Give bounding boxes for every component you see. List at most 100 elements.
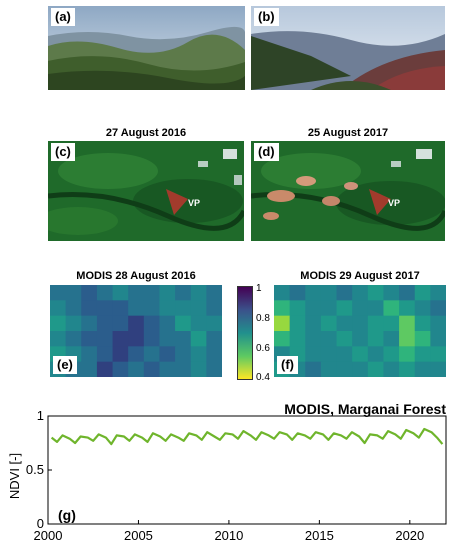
modis-f-pixel — [367, 361, 384, 377]
modis-e-pixel — [96, 346, 114, 363]
modis-f-pixel — [367, 285, 384, 301]
satellite-c-image — [48, 141, 244, 241]
modis-e-pixel — [206, 361, 222, 377]
modis-e-pixel — [50, 300, 67, 317]
modis-f-pixel — [336, 315, 353, 332]
modis-e-pixel — [112, 300, 129, 317]
modis-f-pixel — [336, 331, 353, 347]
colorbar-tick-08: 0.8 — [256, 313, 270, 324]
modis-f-pixel — [305, 315, 322, 332]
modis-f-pixel — [305, 346, 322, 363]
modis-e-pixel — [128, 315, 145, 332]
x-tick-label: 2010 — [214, 528, 243, 543]
vp-marker-d — [369, 189, 391, 215]
modis-e-pixel — [65, 285, 82, 301]
modis-e-pixel — [112, 315, 129, 332]
modis-e-pixel — [175, 361, 192, 377]
modis-e-pixel — [159, 331, 176, 347]
modis-f-pixel — [414, 346, 431, 363]
modis-e-pixel — [175, 331, 192, 347]
modis-e-pixel — [143, 346, 160, 363]
modis-e-title: MODIS 28 August 2016 — [76, 270, 196, 282]
modis-f-pixel — [430, 331, 446, 347]
modis-grid-f — [274, 285, 446, 377]
satellite-d-image — [251, 141, 445, 241]
modis-e-pixel — [190, 300, 207, 317]
modis-e-pixel — [81, 346, 98, 363]
modis-e-pixel — [65, 331, 82, 347]
modis-e-pixel — [143, 361, 160, 377]
modis-f-pixel — [320, 331, 338, 347]
modis-e-pixel — [50, 331, 67, 347]
modis-e-pixel — [175, 346, 192, 363]
modis-f-pixel — [352, 285, 369, 301]
modis-f-pixel — [430, 361, 446, 377]
modis-f-pixel — [430, 285, 446, 301]
satellite-c: VP (c) — [48, 141, 244, 241]
modis-e-pixel — [81, 331, 98, 347]
modis-e-pixel — [65, 300, 82, 317]
modis-e-pixel — [143, 331, 160, 347]
modis-f-pixel — [430, 300, 446, 317]
modis-e-pixel — [81, 300, 98, 317]
panel-label-c: (c) — [51, 143, 75, 161]
modis-e-pixel — [206, 346, 222, 363]
modis-e-pixel — [206, 331, 222, 347]
modis-f-pixel — [274, 300, 291, 317]
colorbar-tick-1: 1 — [256, 283, 262, 294]
modis-e-pixel — [81, 315, 98, 332]
modis-e-pixel — [143, 315, 160, 332]
modis-f-pixel — [320, 315, 338, 332]
x-tick-label: 2000 — [34, 528, 63, 543]
modis-f-pixel — [305, 300, 322, 317]
modis-e-pixel — [50, 315, 67, 332]
modis-map-e: (e) — [50, 285, 222, 377]
modis-f-pixel — [367, 346, 384, 363]
modis-e-pixel — [175, 300, 192, 317]
modis-f-pixel — [336, 361, 353, 377]
modis-f-pixel — [414, 315, 431, 332]
modis-e-pixel — [81, 285, 98, 301]
colorbar — [237, 286, 253, 380]
modis-f-pixel — [352, 361, 369, 377]
chart-title: MODIS, Marganai Forest — [284, 401, 446, 417]
modis-f-pixel — [383, 361, 400, 377]
modis-f-pixel — [289, 315, 306, 332]
modis-f-pixel — [430, 315, 446, 332]
modis-e-pixel — [128, 361, 145, 377]
modis-f-pixel — [399, 315, 416, 332]
photo-b-image — [251, 6, 445, 90]
panel-label-b: (b) — [254, 8, 279, 26]
modis-f-pixel — [367, 300, 384, 317]
modis-f-pixel — [414, 285, 431, 301]
modis-e-pixel — [206, 300, 222, 317]
modis-e-pixel — [190, 285, 207, 301]
modis-f-pixel — [367, 331, 384, 347]
modis-f-pixel — [320, 285, 338, 301]
y-tick-label: 1 — [37, 408, 44, 423]
modis-f-pixel — [305, 285, 322, 301]
modis-f-pixel — [320, 300, 338, 317]
x-tick-label: 2015 — [305, 528, 334, 543]
modis-e-pixel — [175, 315, 192, 332]
vp-label-c: VP — [188, 198, 201, 208]
modis-e-pixel — [128, 331, 145, 347]
satellite-c-title: 27 August 2016 — [105, 127, 187, 139]
modis-e-pixel — [112, 331, 129, 347]
modis-grid-e — [50, 285, 222, 377]
modis-f-pixel — [430, 346, 446, 363]
modis-f-pixel — [352, 300, 369, 317]
modis-f-pixel — [367, 315, 384, 332]
satellite-d-title: 25 August 2017 — [307, 127, 389, 139]
modis-f-pixel — [399, 346, 416, 363]
modis-e-pixel — [206, 315, 222, 332]
ndvi-timeseries-chart: MODIS, Marganai Forest NDVI [-] 2000 2005… — [7, 401, 447, 543]
modis-e-pixel — [206, 285, 222, 301]
modis-e-pixel — [159, 285, 176, 301]
modis-f-pixel — [383, 315, 400, 332]
modis-e-pixel — [190, 346, 207, 363]
colorbar-tick-06: 0.6 — [256, 343, 270, 354]
modis-f-pixel — [274, 331, 291, 347]
x-tick-label: 2020 — [395, 528, 424, 543]
photo-a-image — [48, 6, 245, 90]
